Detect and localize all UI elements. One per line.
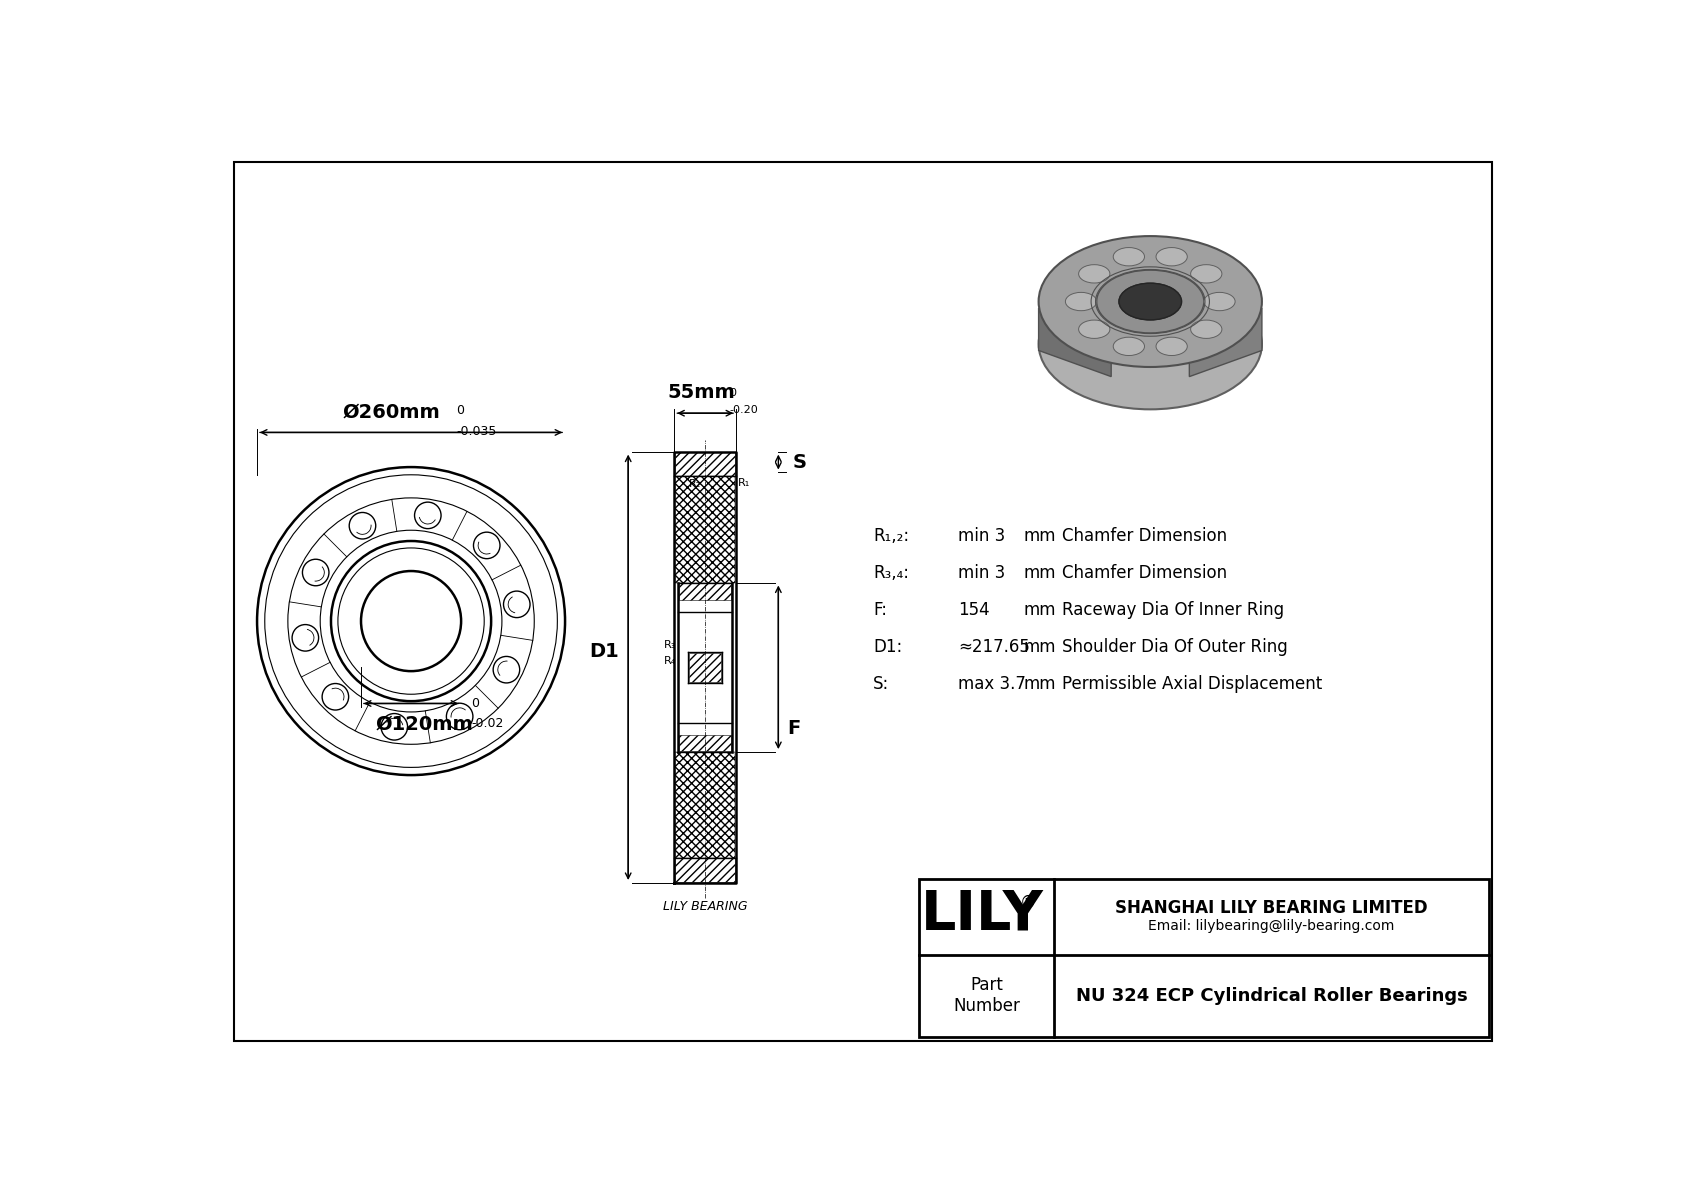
Text: SHANGHAI LILY BEARING LIMITED: SHANGHAI LILY BEARING LIMITED: [1115, 898, 1428, 917]
Ellipse shape: [1191, 320, 1223, 338]
Text: Shoulder Dia Of Outer Ring: Shoulder Dia Of Outer Ring: [1061, 638, 1288, 656]
Text: 0: 0: [456, 404, 465, 417]
Text: ≈217.65: ≈217.65: [958, 638, 1029, 656]
Text: LILY BEARING: LILY BEARING: [663, 900, 748, 912]
Text: -0.20: -0.20: [729, 405, 758, 416]
Text: R₂: R₂: [689, 479, 701, 488]
Text: F:: F:: [872, 601, 887, 619]
Text: 55mm: 55mm: [667, 384, 736, 403]
Text: 0: 0: [472, 697, 480, 710]
Ellipse shape: [1079, 320, 1110, 338]
Text: Chamfer Dimension: Chamfer Dimension: [1061, 528, 1228, 545]
Polygon shape: [1189, 308, 1261, 376]
Text: R₃: R₃: [663, 641, 675, 650]
Text: ®: ®: [1021, 894, 1036, 912]
Text: mm: mm: [1024, 565, 1056, 582]
Ellipse shape: [1155, 337, 1187, 356]
Text: 154: 154: [958, 601, 990, 619]
Ellipse shape: [1079, 264, 1110, 283]
Text: Chamfer Dimension: Chamfer Dimension: [1061, 565, 1228, 582]
Text: F: F: [788, 719, 802, 738]
Text: Raceway Dia Of Inner Ring: Raceway Dia Of Inner Ring: [1061, 601, 1283, 619]
Text: mm: mm: [1024, 638, 1056, 656]
Text: LILY: LILY: [921, 887, 1044, 941]
Text: Ø260mm: Ø260mm: [344, 403, 441, 422]
Text: S:: S:: [872, 675, 889, 693]
Ellipse shape: [1039, 279, 1261, 410]
Text: -0.035: -0.035: [456, 425, 497, 438]
Ellipse shape: [1191, 264, 1223, 283]
Text: mm: mm: [1024, 528, 1056, 545]
Text: D1:: D1:: [872, 638, 903, 656]
Text: Email: lilybearing@lily-bearing.com: Email: lilybearing@lily-bearing.com: [1148, 919, 1394, 933]
Text: R₄: R₄: [663, 656, 675, 666]
Text: R₁,₂:: R₁,₂:: [872, 528, 909, 545]
Ellipse shape: [1096, 270, 1204, 333]
Text: mm: mm: [1024, 601, 1056, 619]
Text: Permissible Axial Displacement: Permissible Axial Displacement: [1061, 675, 1322, 693]
Ellipse shape: [1204, 292, 1234, 311]
Text: mm: mm: [1024, 675, 1056, 693]
Ellipse shape: [1113, 248, 1145, 266]
Text: S: S: [791, 453, 807, 472]
Ellipse shape: [1113, 337, 1145, 356]
Text: min 3: min 3: [958, 528, 1005, 545]
Ellipse shape: [1039, 236, 1261, 367]
Text: D1: D1: [589, 642, 620, 661]
Text: NU 324 ECP Cylindrical Roller Bearings: NU 324 ECP Cylindrical Roller Bearings: [1076, 986, 1467, 1005]
Ellipse shape: [1118, 283, 1182, 320]
Text: Ø120mm: Ø120mm: [376, 715, 473, 734]
Polygon shape: [1039, 308, 1111, 376]
Text: min 3: min 3: [958, 565, 1005, 582]
Text: Part
Number: Part Number: [953, 977, 1021, 1015]
Text: -0.02: -0.02: [472, 717, 504, 730]
Text: max 3.7: max 3.7: [958, 675, 1026, 693]
Ellipse shape: [1118, 283, 1182, 320]
Text: 0: 0: [729, 388, 736, 398]
Text: R₃,₄:: R₃,₄:: [872, 565, 909, 582]
Ellipse shape: [1066, 292, 1096, 311]
Text: R₁: R₁: [738, 478, 749, 488]
Ellipse shape: [1155, 248, 1187, 266]
